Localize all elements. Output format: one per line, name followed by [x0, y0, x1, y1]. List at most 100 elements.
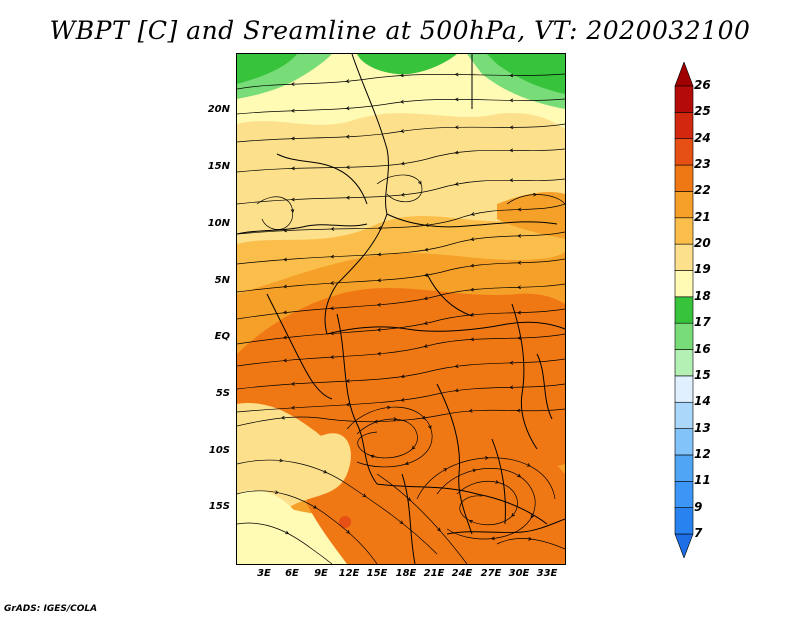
- boundary-line: [326, 321, 565, 335]
- colorbar-top-arrow: [674, 62, 694, 87]
- lon-label-9e: 9E: [314, 568, 328, 579]
- streamline-arrowhead: [424, 223, 429, 227]
- streamline-arrowhead: [526, 463, 531, 467]
- boundary-line: [386, 213, 558, 228]
- colorbar-segment: [674, 507, 694, 535]
- streamline-arrowhead: [517, 233, 522, 238]
- colorbar-label: 13: [694, 420, 711, 435]
- streamline-arrowhead: [282, 335, 287, 340]
- boundary-group: [237, 54, 565, 564]
- streamline-arrowhead: [533, 192, 538, 197]
- streamline-arrowhead: [280, 415, 285, 420]
- streamline-arrowhead: [517, 260, 522, 265]
- lat-label-10s: 10S: [208, 445, 230, 456]
- streamline: [356, 418, 418, 459]
- streamline-arrowhead: [313, 505, 318, 509]
- footer-credit: GrADS: IGES/COLA: [4, 604, 98, 614]
- streamline-arrowhead: [407, 497, 412, 501]
- colorbar-segment: [674, 401, 694, 429]
- streamline-arrowhead: [509, 178, 514, 183]
- streamline-arrowhead: [345, 106, 350, 111]
- streamline: [326, 408, 565, 423]
- streamline-arrowhead: [279, 458, 284, 463]
- streamline-arrowhead: [424, 247, 429, 252]
- colorbar-label: 14: [694, 394, 711, 409]
- map-panel[interactable]: [236, 53, 566, 565]
- arrowhead-group: [274, 72, 538, 541]
- colorbar-label: 19: [694, 262, 711, 277]
- streamline-arrowhead: [400, 192, 405, 197]
- streamline: [346, 406, 433, 468]
- lat-label-5s: 5S: [215, 388, 230, 399]
- streamline-arrowhead: [454, 150, 459, 155]
- streamline-arrowhead: [290, 136, 295, 141]
- colorbar-segment: [674, 296, 694, 324]
- streamline-arrowhead: [400, 161, 405, 166]
- colorbar-segment: [674, 375, 694, 403]
- streamline-arrowhead: [283, 228, 288, 233]
- colorbar-label: 18: [694, 288, 711, 303]
- streamline: [237, 231, 565, 265]
- colorbar-segment: [674, 217, 694, 245]
- streamline-arrowhead: [399, 520, 404, 525]
- colorbar-label: 9: [694, 499, 703, 514]
- streamline-arrowhead: [472, 468, 477, 473]
- streamline-arrowhead: [511, 513, 516, 517]
- colorbar-segment: [674, 191, 694, 219]
- streamline-arrowhead: [404, 461, 409, 466]
- streamline: [237, 490, 378, 564]
- streamline: [376, 174, 423, 202]
- streamline-arrowhead: [490, 536, 495, 541]
- lat-label-20n: 20N: [207, 104, 230, 115]
- streamline-arrowhead: [399, 99, 404, 104]
- streamline-arrowhead: [528, 537, 533, 541]
- boundary-line: [436, 383, 473, 535]
- streamline-arrowhead: [330, 227, 335, 231]
- colorbar-label: 12: [694, 446, 711, 461]
- colorbar-segment: [674, 112, 694, 140]
- lon-label-3e: 3E: [257, 568, 271, 579]
- lon-label-6e: 6E: [285, 568, 299, 579]
- colorbar-label: 7: [694, 526, 703, 540]
- streamline: [436, 468, 536, 540]
- streamline: [237, 283, 565, 320]
- colorbar-segment: [674, 85, 694, 113]
- lon-label-33e: 33E: [536, 568, 558, 579]
- boundary-line: [536, 353, 553, 420]
- streamline-arrowhead: [290, 382, 295, 386]
- streamline-arrowhead: [362, 493, 367, 498]
- streamline-arrowhead: [370, 454, 375, 459]
- streamline-arrowhead: [290, 108, 295, 113]
- lat-label-15n: 15N: [207, 161, 230, 172]
- colorbar-segment: [674, 454, 694, 482]
- boundary-line: [237, 223, 368, 235]
- streamline-arrowhead: [373, 419, 378, 424]
- boundary-line: [446, 518, 565, 535]
- colorbar-label: 11: [694, 473, 711, 488]
- streamline-arrowhead: [345, 195, 350, 200]
- streamline-arrowhead: [345, 134, 350, 139]
- streamline: [237, 522, 333, 564]
- streamline-arrowhead: [285, 530, 290, 535]
- boundary-line: [266, 293, 333, 400]
- streamline-arrowhead: [517, 285, 521, 290]
- boundary-line: [426, 273, 473, 317]
- streamline: [256, 196, 294, 230]
- streamline-group: [237, 73, 565, 564]
- streamline-arrowhead: [283, 284, 287, 289]
- streamline-arrowhead: [495, 480, 500, 484]
- streamline-arrowhead: [516, 408, 521, 413]
- colorbar-segment: [674, 349, 694, 377]
- colorbar-label: 22: [694, 183, 711, 198]
- streamline-arrowhead: [509, 98, 514, 103]
- streamline-arrowhead: [400, 398, 405, 402]
- colorbar-label: 21: [694, 209, 711, 224]
- streamline-arrowhead: [323, 469, 328, 474]
- streamline-arrowhead: [345, 165, 350, 170]
- lon-label-24e: 24E: [451, 568, 473, 579]
- streamline-arrowhead: [283, 358, 287, 363]
- streamline-arrowhead: [274, 490, 279, 495]
- streamline-arrowhead: [345, 402, 350, 407]
- streamline-arrowhead: [330, 281, 334, 285]
- streamline-arrowhead: [454, 97, 459, 102]
